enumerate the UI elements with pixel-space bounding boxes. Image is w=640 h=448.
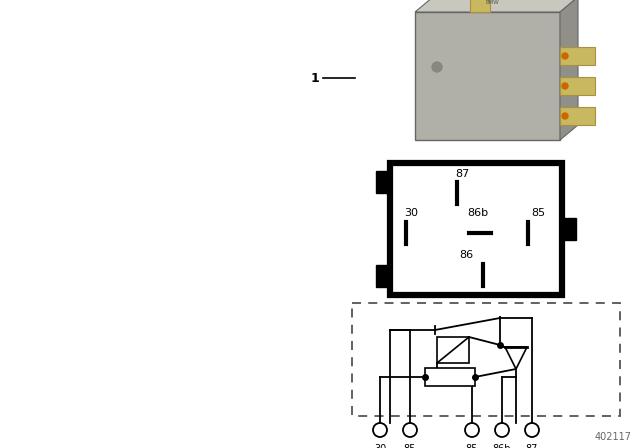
FancyBboxPatch shape xyxy=(560,77,595,95)
Text: 85: 85 xyxy=(466,444,478,448)
Text: 87: 87 xyxy=(526,444,538,448)
Circle shape xyxy=(562,113,568,119)
Bar xyxy=(376,265,390,287)
Text: 85: 85 xyxy=(532,207,546,218)
Circle shape xyxy=(562,53,568,59)
Polygon shape xyxy=(505,347,527,369)
Bar xyxy=(352,303,620,416)
FancyBboxPatch shape xyxy=(470,0,490,12)
Text: 86b: 86b xyxy=(493,444,511,448)
Text: 87: 87 xyxy=(456,169,470,179)
Text: 85: 85 xyxy=(404,444,416,448)
Text: 86b: 86b xyxy=(467,207,488,218)
Circle shape xyxy=(495,423,509,437)
FancyBboxPatch shape xyxy=(415,12,560,140)
Text: 30: 30 xyxy=(404,207,418,218)
Text: 86: 86 xyxy=(460,250,474,260)
Polygon shape xyxy=(560,0,578,140)
Polygon shape xyxy=(415,0,578,12)
Bar xyxy=(376,171,390,193)
Circle shape xyxy=(432,62,442,72)
Text: 1: 1 xyxy=(310,72,319,85)
Text: BMW: BMW xyxy=(485,0,499,4)
FancyBboxPatch shape xyxy=(560,107,595,125)
Text: 402117: 402117 xyxy=(595,432,632,442)
Bar xyxy=(425,368,475,386)
Circle shape xyxy=(373,423,387,437)
Bar xyxy=(390,163,562,295)
Circle shape xyxy=(465,423,479,437)
Bar xyxy=(562,218,576,240)
Circle shape xyxy=(403,423,417,437)
Circle shape xyxy=(562,83,568,89)
Bar xyxy=(437,337,469,363)
Circle shape xyxy=(525,423,539,437)
Text: 30: 30 xyxy=(374,444,386,448)
FancyBboxPatch shape xyxy=(560,47,595,65)
